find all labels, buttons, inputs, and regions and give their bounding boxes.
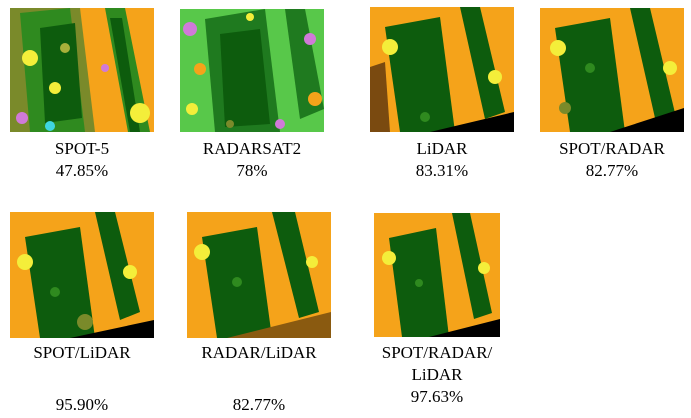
caption-spot-lidar: SPOT/LiDAR: [2, 342, 162, 364]
classification-map-spot-radar: [540, 8, 684, 132]
panel-label: SPOT-5: [54, 139, 110, 158]
classification-map-spot-radar-lidar: [374, 213, 500, 337]
caption-spot-lidar-accuracy: 95.90%: [2, 394, 162, 416]
panel-accuracy: 82.77%: [585, 161, 639, 180]
caption-radarsat2: RADARSAT2 78%: [172, 138, 332, 182]
panel-accuracy: 95.90%: [55, 395, 109, 414]
classification-map-spot5: [10, 8, 154, 132]
panel-accuracy: 47.85%: [55, 161, 109, 180]
caption-radar-lidar-accuracy: 82.77%: [179, 394, 339, 416]
caption-spot-radar-lidar: SPOT/RADAR/ LiDAR 97.63%: [357, 342, 517, 408]
panel-label-line1: SPOT/RADAR/: [381, 343, 493, 362]
classification-map-radarsat2: [180, 9, 324, 132]
panel-accuracy: 82.77%: [232, 395, 286, 414]
caption-lidar: LiDAR 83.31%: [362, 138, 522, 182]
panel-label: RADAR/LiDAR: [201, 343, 317, 362]
classification-map-lidar: [370, 7, 514, 132]
panel-label: RADARSAT2: [202, 139, 302, 158]
classification-map-spot-lidar: [10, 212, 154, 338]
panel-accuracy: 78%: [236, 161, 268, 180]
panel-label-line2: LiDAR: [411, 365, 463, 384]
caption-spot-radar: SPOT/RADAR 82.77%: [532, 138, 691, 182]
caption-radar-lidar: RADAR/LiDAR: [179, 342, 339, 364]
caption-spot5: SPOT-5 47.85%: [2, 138, 162, 182]
classification-map-radar-lidar: [187, 212, 331, 338]
panel-accuracy: 97.63%: [410, 387, 464, 406]
panel-label: SPOT/RADAR: [559, 139, 665, 158]
panel-label: LiDAR: [416, 139, 468, 158]
panel-label: SPOT/LiDAR: [33, 343, 131, 362]
panel-accuracy: 83.31%: [415, 161, 469, 180]
